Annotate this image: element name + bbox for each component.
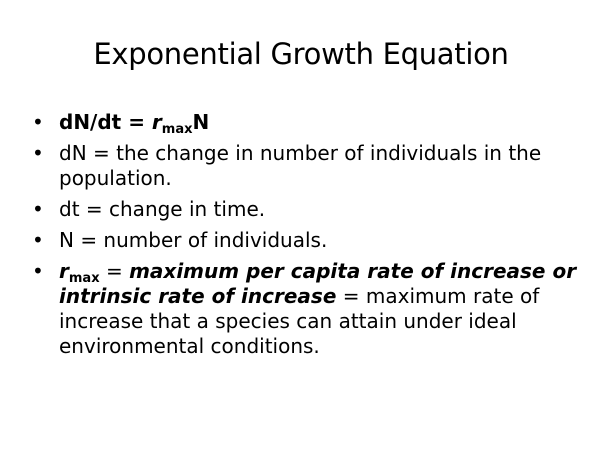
equation-n: N <box>192 110 210 134</box>
rmax-definition-emphasis: maximum per capita rate of increase or i… <box>59 259 577 308</box>
dt-definition-text: dt = change in time. <box>59 197 266 221</box>
bullet-marker: • <box>32 228 44 252</box>
bullet-marker: • <box>32 110 44 134</box>
rmax-subscript: max <box>68 271 100 286</box>
equation-lhs: dN/dt = <box>59 110 152 134</box>
n-definition-text: N = number of individuals. <box>59 228 328 252</box>
bullet-marker: • <box>32 259 44 283</box>
dn-definition-text: dN = the change in number of individuals… <box>59 141 542 190</box>
bullet-dt-definition: • dt = change in time. <box>32 197 584 222</box>
bullet-equation: • dN/dt = rmaxN <box>32 110 584 137</box>
bullet-n-definition: • N = number of individuals. <box>32 228 584 253</box>
slide-title: Exponential Growth Equation <box>93 37 509 71</box>
rmax-equals-1: = <box>99 259 130 283</box>
equation-r-subscript: max <box>161 122 193 137</box>
rmax-equals-2: = <box>336 284 366 308</box>
bullet-list: • dN/dt = rmaxN • dN = the change in num… <box>32 110 584 365</box>
rmax-r: r <box>59 259 69 283</box>
bullet-marker: • <box>32 197 44 221</box>
equation-r: r <box>151 110 162 134</box>
rmax-definition-rest: maximum rate of increase that a species … <box>59 284 540 358</box>
bullet-rmax-definition: • rmax = maximum per capita rate of incr… <box>32 259 584 359</box>
bullet-dn-definition: • dN = the change in number of individua… <box>32 141 584 191</box>
bullet-marker: • <box>32 141 44 165</box>
